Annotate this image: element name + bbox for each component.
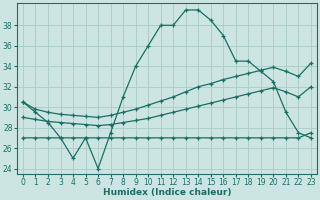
X-axis label: Humidex (Indice chaleur): Humidex (Indice chaleur) [103, 188, 231, 197]
